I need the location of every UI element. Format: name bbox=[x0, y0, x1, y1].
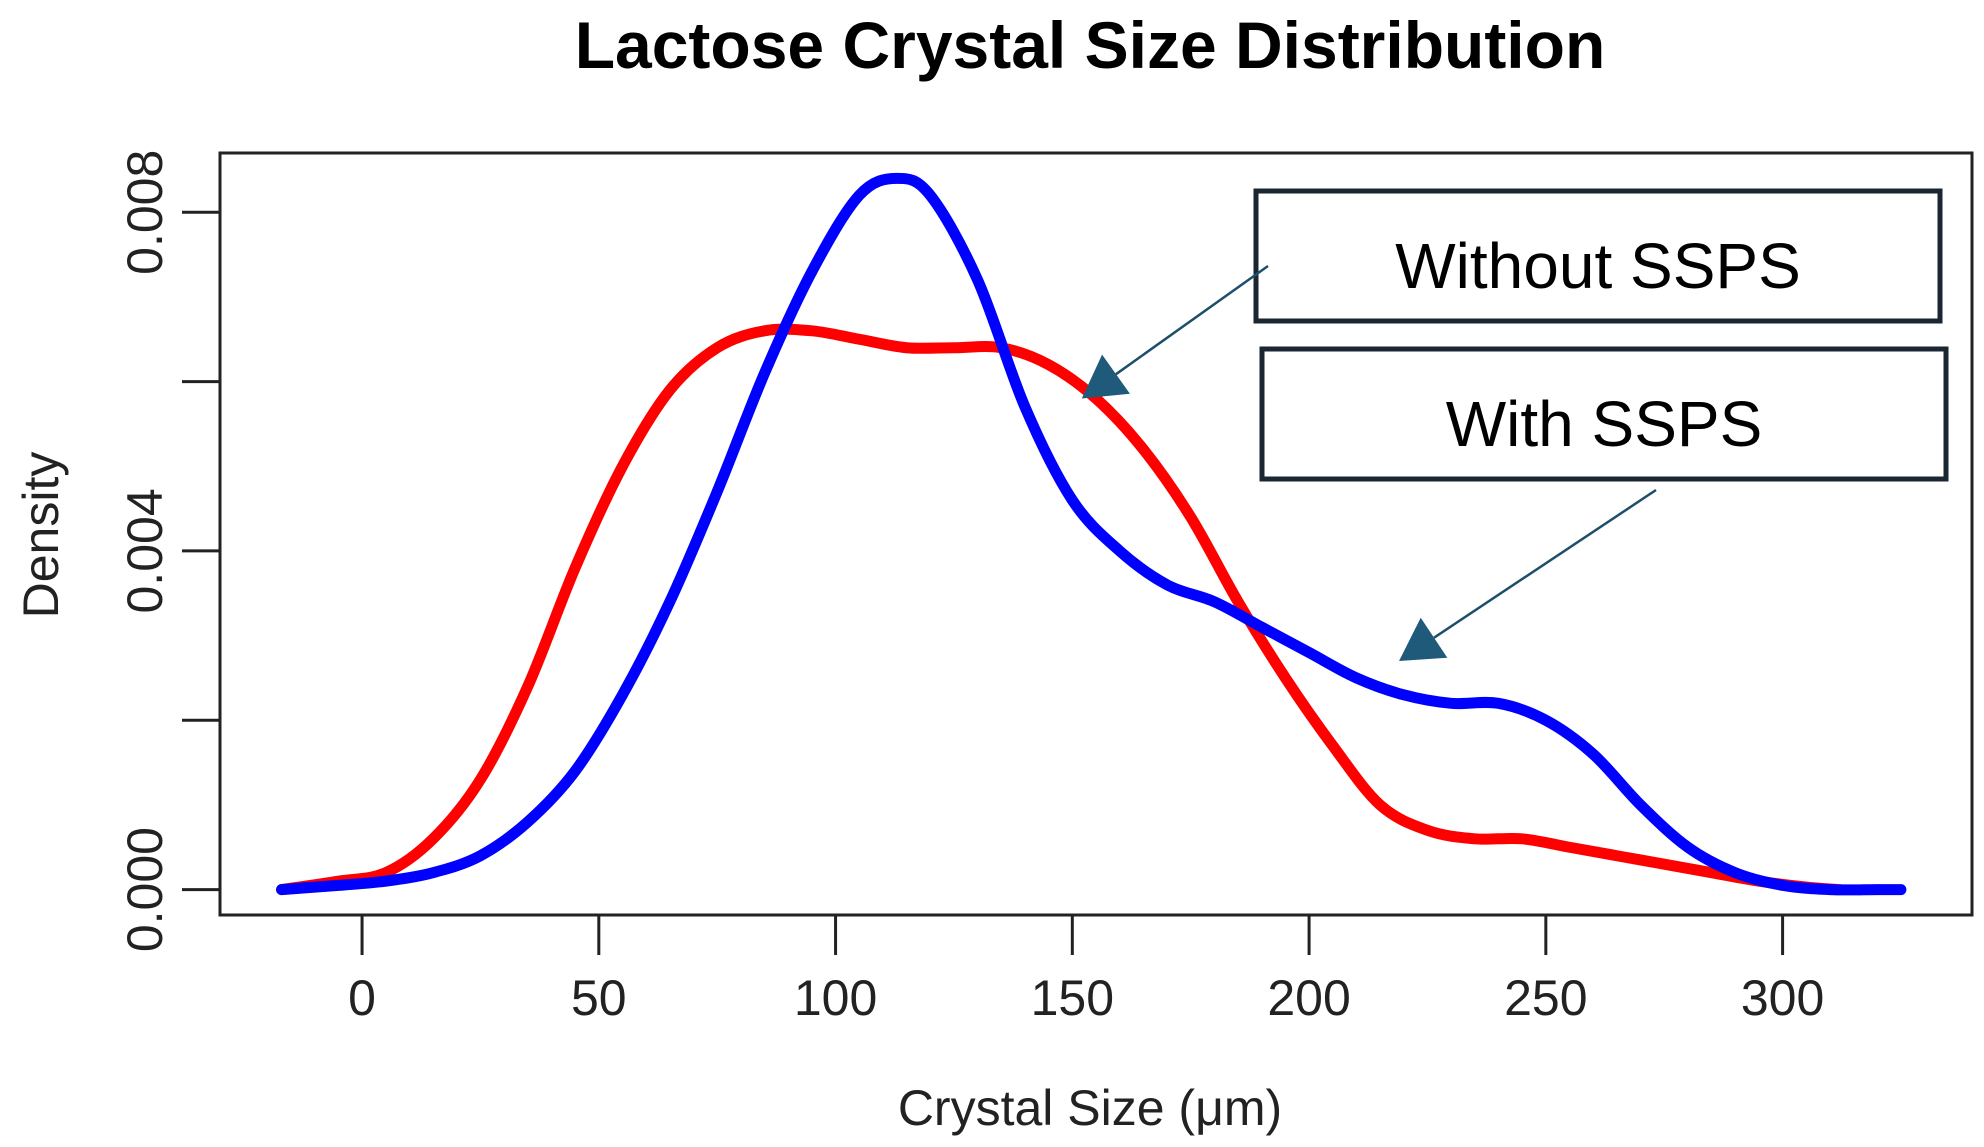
chart-title: Lactose Crystal Size Distribution bbox=[575, 8, 1606, 82]
legend-box-without-ssps bbox=[1253, 188, 1943, 324]
x-tick-label: 100 bbox=[794, 970, 877, 1026]
x-tick-label: 150 bbox=[1031, 970, 1114, 1026]
legend-label-with-ssps: With SSPS bbox=[1446, 388, 1763, 460]
x-tick-label: 200 bbox=[1267, 970, 1350, 1026]
x-tick-label: 0 bbox=[348, 970, 376, 1026]
series-line-without-ssps bbox=[276, 323, 1845, 896]
x-axis-label: Crystal Size (μm) bbox=[898, 1080, 1282, 1136]
legend-box-with-ssps bbox=[1259, 346, 1949, 482]
y-tick-label: 0.000 bbox=[117, 827, 173, 952]
y-tick-label: 0.008 bbox=[117, 150, 173, 275]
annotation-arrow-head bbox=[1399, 617, 1448, 661]
annotation-arrows bbox=[1081, 264, 1657, 661]
x-tick-label: 300 bbox=[1741, 970, 1824, 1026]
annotation-arrow-head bbox=[1081, 354, 1130, 399]
legend-label-without-ssps: Without SSPS bbox=[1395, 230, 1801, 302]
legend-with-ssps: With SSPS bbox=[1259, 346, 1949, 482]
x-tick-label: 50 bbox=[571, 970, 627, 1026]
series-line-with-ssps bbox=[276, 172, 1907, 896]
legend-without-sspS: Without SSPS bbox=[1253, 188, 1943, 324]
annotation-arrow-line bbox=[1433, 488, 1657, 639]
x-tick-label: 250 bbox=[1504, 970, 1587, 1026]
x-axis: 0 50 100 150 200 250 300 bbox=[348, 913, 1824, 1026]
y-axis: 0.000 0.004 0.008 bbox=[117, 150, 222, 952]
y-axis-label: Density bbox=[13, 452, 69, 619]
annotation-arrow-line bbox=[1115, 264, 1269, 376]
y-tick-label: 0.004 bbox=[117, 488, 173, 613]
series-layer bbox=[276, 172, 1907, 896]
